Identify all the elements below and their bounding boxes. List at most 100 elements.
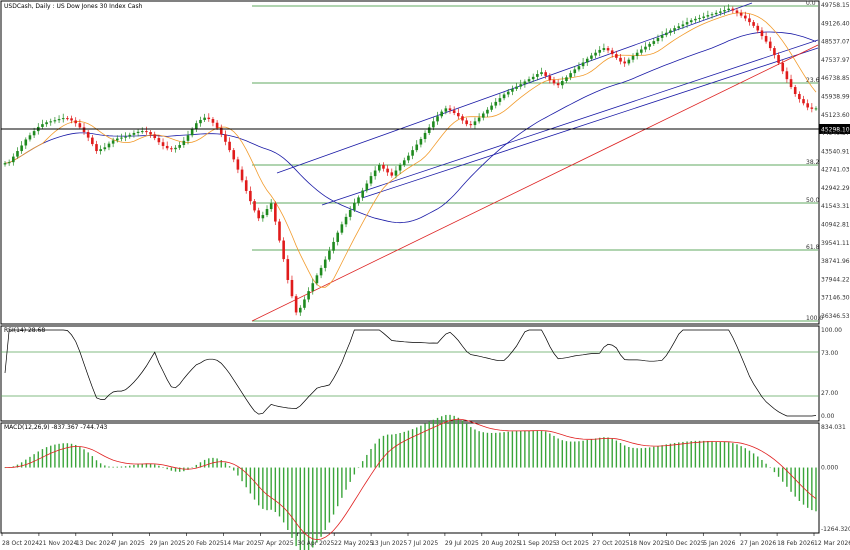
- candle-body: [581, 62, 585, 67]
- date-tick-label: 29 Jan 2025: [150, 540, 186, 547]
- macd-bar: [765, 463, 767, 468]
- macd-bar: [262, 467, 264, 509]
- candle-body: [719, 11, 722, 13]
- macd-bar: [445, 414, 447, 468]
- channel-upper-line: [276, 2, 753, 174]
- macd-axis-ticks: 834.031 0.000 -1264.320: [821, 424, 850, 533]
- candle-body: [465, 120, 468, 125]
- macd-bar: [453, 415, 455, 468]
- rsi-line: [4, 329, 817, 417]
- candle-body: [768, 41, 772, 49]
- candle-body: [573, 69, 577, 74]
- candle-body: [602, 48, 606, 50]
- macd-bar: [732, 443, 734, 468]
- macd-bar: [628, 447, 630, 468]
- candle-body: [261, 215, 265, 219]
- macd-bar: [270, 467, 272, 510]
- candle-body: [652, 41, 656, 44]
- macd-bar: [424, 423, 426, 468]
- candle-body: [669, 30, 672, 33]
- candle-body: [303, 299, 306, 308]
- price-tick-label: 39541.11: [821, 240, 850, 247]
- candle-body: [294, 296, 298, 313]
- candle-body: [519, 84, 523, 87]
- candle-body: [132, 132, 136, 135]
- macd-bar: [520, 430, 522, 468]
- current-price-box: [819, 124, 850, 134]
- macd-bar: [220, 460, 222, 468]
- macd-bar: [436, 417, 439, 468]
- macd-bar: [178, 467, 181, 472]
- candle-body: [619, 57, 622, 62]
- candle-body: [240, 169, 244, 181]
- macd-bar: [449, 414, 451, 468]
- macd-bar: [386, 434, 389, 468]
- candle-body: [648, 43, 651, 47]
- candle-body: [544, 72, 547, 76]
- macd-bar: [615, 440, 618, 468]
- macd-bar: [665, 444, 667, 468]
- candle-body: [344, 216, 348, 225]
- candle-body: [286, 259, 290, 280]
- macd-bar: [719, 441, 722, 468]
- candle-body: [548, 75, 552, 81]
- candles-group: [3, 4, 818, 316]
- fib-label: 50.0: [806, 197, 820, 204]
- macd-bar: [657, 446, 659, 468]
- date-tick-label: 27 Oct 2025: [593, 540, 630, 547]
- candle-body: [115, 138, 119, 141]
- macd-bar: [328, 467, 331, 523]
- candle-body: [78, 123, 82, 128]
- macd-bar: [678, 442, 680, 468]
- macd-bar: [582, 440, 584, 468]
- candle-body: [278, 221, 281, 241]
- candle-body: [540, 72, 543, 75]
- candle-body: [677, 26, 681, 29]
- macd-bar: [75, 444, 77, 468]
- date-tick-label: 3 Oct 2025: [556, 540, 589, 547]
- candle-body: [232, 150, 236, 160]
- chart-title: USDCash, Daily : US Dow Jones 30 Index C…: [4, 3, 143, 10]
- fib-label: 23.6: [806, 77, 820, 84]
- candle-body: [319, 267, 323, 276]
- candle-body: [764, 36, 768, 42]
- macd-bar: [25, 459, 27, 468]
- macd-bar: [690, 441, 692, 468]
- macd-bar: [420, 425, 422, 468]
- channel-lower-line: [361, 47, 819, 199]
- macd-bar: [636, 448, 638, 468]
- date-tick-label: 28 Oct 2024: [2, 540, 39, 547]
- macd-bar: [108, 466, 110, 468]
- price-tick-label: 41543.31: [821, 203, 850, 210]
- candle-body: [386, 168, 389, 173]
- price-tick-label: 42942.29: [821, 185, 850, 192]
- fib-label: 61.8: [806, 244, 820, 251]
- macd-bar: [777, 467, 780, 477]
- rsi-axis-ticks: 100.00 73.00 27.00 0.00: [821, 327, 842, 420]
- candle-body: [32, 131, 36, 136]
- channel-middle-line: [321, 39, 819, 206]
- candle-body: [423, 132, 427, 139]
- candle-body: [419, 138, 423, 145]
- candle-body: [274, 203, 277, 222]
- macd-bar: [790, 467, 792, 492]
- price-tick-label: 49126.40: [821, 20, 850, 27]
- price-tick-label: 44940.37: [821, 130, 850, 137]
- macd-bar: [457, 417, 460, 468]
- macd-bar: [540, 430, 543, 468]
- macd-bar: [370, 448, 372, 468]
- macd-bar: [233, 467, 235, 471]
- candle-body: [752, 22, 755, 26]
- macd-bar: [815, 467, 817, 512]
- macd-bar: [569, 441, 572, 468]
- macd-bar: [307, 467, 310, 550]
- candle-body: [215, 122, 219, 128]
- candle-body: [236, 159, 240, 170]
- price-tick-label: 46738.85: [821, 75, 850, 82]
- candle-body: [565, 77, 568, 82]
- macd-bar: [703, 440, 705, 468]
- candle-body: [203, 117, 206, 120]
- macd-bar: [83, 449, 85, 468]
